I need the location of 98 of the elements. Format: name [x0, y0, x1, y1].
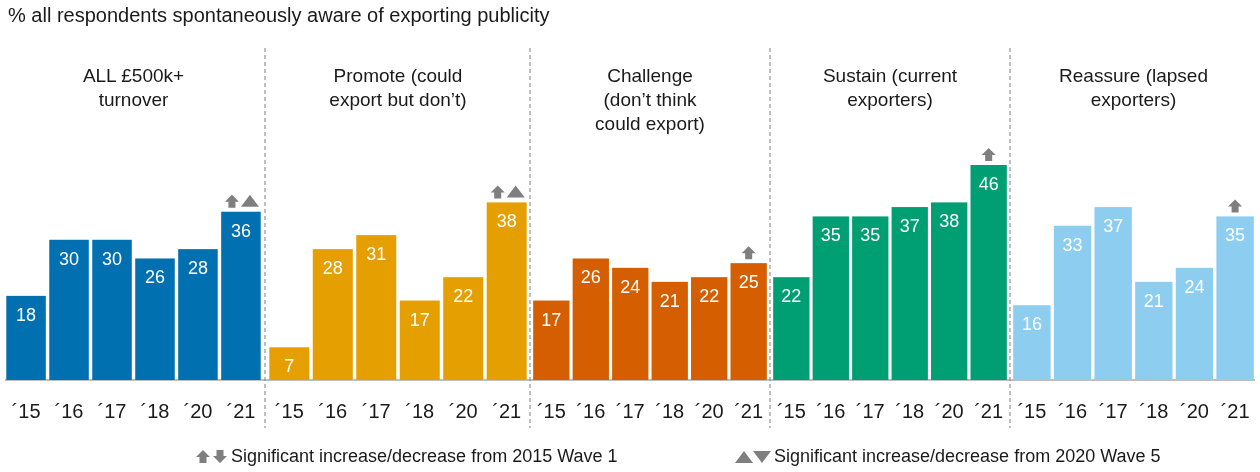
bar — [356, 235, 397, 380]
data-label: 17 — [409, 309, 430, 330]
bar — [612, 267, 649, 380]
data-label: 25 — [738, 272, 759, 293]
x-tick-label: ´17 — [615, 400, 645, 422]
bar — [269, 347, 310, 380]
data-label: 22 — [453, 286, 474, 307]
x-tick-label: ´18 — [1139, 400, 1169, 422]
x-tick-label: ´18 — [895, 400, 925, 422]
bar — [852, 216, 889, 380]
x-tick-label: ´15 — [536, 400, 566, 422]
chart-title: Promote (could export but don’t) — [329, 65, 467, 110]
x-tick-label: ´17 — [97, 400, 127, 422]
bar — [312, 249, 353, 380]
bar — [891, 207, 928, 380]
bar — [1013, 305, 1051, 380]
chart-title: Reassure (lapsed exporters) — [1059, 65, 1208, 110]
x-tick-label: ´16 — [318, 400, 348, 422]
data-label: 28 — [322, 258, 343, 279]
bar — [399, 300, 440, 380]
data-label: 36 — [230, 220, 251, 241]
data-label: 35 — [1225, 225, 1246, 246]
data-label: 24 — [620, 276, 641, 297]
bar — [49, 239, 89, 380]
data-label: 26 — [580, 267, 601, 288]
data-label: 33 — [1062, 234, 1083, 255]
x-tick-label: ´15 — [11, 400, 41, 422]
text: Significant increase/decrease from 2020 Wave 5 — [774, 446, 1161, 466]
x-tick-label: ´15 — [776, 400, 806, 422]
bar — [135, 258, 175, 380]
data-label: 31 — [366, 244, 387, 265]
data-label: 18 — [16, 304, 37, 325]
x-tick-label: ´15 — [1017, 400, 1047, 422]
data-label: 24 — [1184, 276, 1205, 297]
x-tick-label: ´16 — [54, 400, 84, 422]
bar — [1135, 281, 1173, 380]
data-label: 17 — [541, 309, 562, 330]
x-tick-label: ´21 — [734, 400, 764, 422]
data-label: 35 — [860, 225, 881, 246]
chart-title: Challenge (don’t think could export) — [595, 65, 705, 134]
data-label: 38 — [496, 211, 517, 232]
x-tick-label: ´21 — [226, 400, 256, 422]
data-label: 21 — [1143, 290, 1164, 311]
bar — [6, 295, 46, 380]
x-tick-label: ´18 — [405, 400, 435, 422]
x-tick-label: ´18 — [655, 400, 685, 422]
data-label: 22 — [699, 286, 720, 307]
data-label: 37 — [899, 216, 920, 237]
x-tick-label: ´16 — [816, 400, 846, 422]
text: Significant increase/decrease from 2015 Wave 1 — [231, 446, 618, 466]
x-tick-label: ´20 — [1180, 400, 1209, 422]
data-label: 30 — [59, 248, 80, 269]
bar — [651, 281, 688, 380]
bar — [1053, 225, 1092, 380]
bar — [730, 263, 767, 380]
x-tick-label: ´21 — [1220, 400, 1250, 422]
bar — [773, 277, 810, 380]
data-label: 16 — [1021, 314, 1042, 335]
x-tick-label: ´16 — [576, 400, 606, 422]
bar — [1175, 267, 1214, 380]
chart-title: ALL £500k+ turnover — [82, 65, 185, 110]
bar — [812, 216, 849, 380]
bar — [92, 239, 132, 380]
data-label: 46 — [978, 174, 999, 194]
chart-title: Sustain (current exporters) — [822, 65, 958, 110]
text: % all respondents spontaneously aware of exporting publicity — [8, 4, 550, 26]
bar — [572, 258, 609, 380]
data-label: 21 — [659, 290, 680, 311]
x-tick-label: ´17 — [1098, 400, 1128, 422]
x-tick-label: ´17 — [361, 400, 391, 422]
data-label: 37 — [1103, 216, 1124, 237]
bar — [486, 202, 527, 380]
bar — [931, 202, 968, 380]
x-tick-label: ´21 — [492, 400, 522, 422]
bar — [221, 211, 261, 380]
bar — [178, 249, 218, 380]
x-tick-label: ´17 — [855, 400, 885, 422]
bar — [443, 277, 484, 380]
data-label: 30 — [102, 248, 123, 269]
x-tick-label: ´20 — [183, 400, 213, 422]
data-label: 22 — [781, 286, 802, 307]
x-tick-label: ´20 — [694, 400, 724, 422]
bar — [1094, 207, 1132, 380]
x-tick-label: ´20 — [934, 400, 964, 422]
data-label: 26 — [144, 267, 165, 288]
x-tick-label: ´15 — [274, 400, 304, 422]
bar — [533, 300, 570, 380]
data-label: 35 — [820, 225, 841, 246]
data-label: 7 — [284, 356, 295, 377]
x-tick-label: ´21 — [974, 400, 1004, 422]
bar — [970, 165, 1007, 380]
data-label: 28 — [187, 258, 208, 279]
x-tick-label: ´16 — [1058, 400, 1087, 422]
x-tick-label: ´20 — [448, 400, 478, 422]
bar — [1216, 216, 1254, 380]
bar — [691, 277, 728, 380]
data-label: 38 — [939, 211, 960, 232]
x-tick-label: ´18 — [140, 400, 170, 422]
